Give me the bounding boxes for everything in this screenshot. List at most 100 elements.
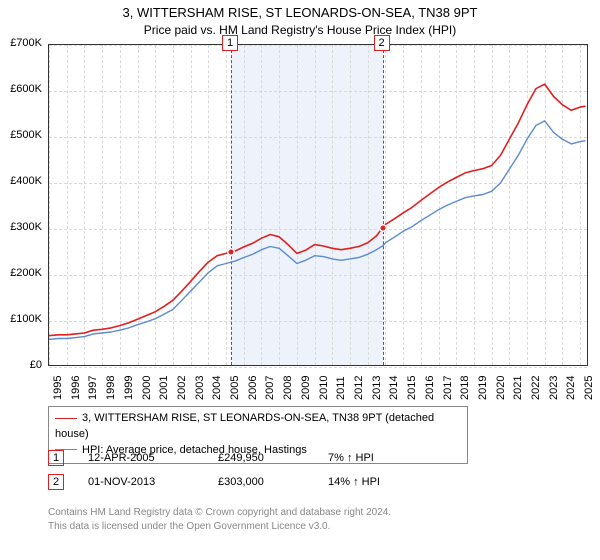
sale-detail-flag: 1 [48,450,64,466]
gridline-vertical [421,45,422,365]
series-line [49,121,586,340]
gridline-horizontal [49,137,587,138]
gridline-vertical [509,45,510,365]
chart-subtitle: Price paid vs. HM Land Registry's House … [0,22,600,38]
attribution-line-1: Contains HM Land Registry data © Crown c… [48,506,391,520]
x-axis-tick-label: 2006 [247,372,259,400]
x-axis-tick-label: 2013 [371,372,383,400]
sale-flag: 2 [374,35,390,51]
x-axis-tick-label: 1996 [70,372,82,400]
y-axis-tick-label: £700K [0,37,42,49]
y-axis-tick-label: £400K [0,175,42,187]
gridline-vertical [492,45,493,365]
gridline-vertical [49,45,50,365]
attribution-line-2: This data is licensed under the Open Gov… [48,520,391,534]
sale-detail-pct: 14% ↑ HPI [328,476,380,488]
gridline-vertical [403,45,404,365]
gridline-vertical [138,45,139,365]
gridline-vertical [562,45,563,365]
gridline-vertical [315,45,316,365]
x-axis-tick-label: 2008 [282,372,294,400]
gridline-horizontal [49,367,587,368]
chart-plot-area [48,44,588,366]
x-axis-tick-label: 2007 [264,372,276,400]
x-axis-tick-label: 2016 [424,372,436,400]
gridline-vertical [580,45,581,365]
y-axis-tick-label: £300K [0,221,42,233]
x-axis-tick-label: 2020 [495,372,507,400]
legend-entry: 3, WITTERSHAM RISE, ST LEONARDS-ON-SEA, … [55,411,461,443]
x-axis-tick-label: 2001 [158,372,170,400]
x-axis-tick-label: 2004 [211,372,223,400]
x-axis-tick-label: 2015 [406,372,418,400]
sale-marker-line [383,45,384,365]
gridline-vertical [155,45,156,365]
gridline-vertical [261,45,262,365]
x-axis-tick-label: 1999 [123,372,135,400]
sale-detail-row: 2 01-NOV-2013£303,00014% ↑ HPI [48,474,380,490]
x-axis-tick-label: 2002 [176,372,188,400]
x-axis-tick-label: 2012 [353,372,365,400]
y-axis-tick-label: £600K [0,83,42,95]
gridline-vertical [279,45,280,365]
y-axis-tick-label: £0 [0,359,42,371]
x-axis-tick-label: 1997 [87,372,99,400]
x-axis-tick-label: 2005 [229,372,241,400]
x-axis-tick-label: 2011 [335,372,347,400]
x-axis-tick-label: 2000 [141,372,153,400]
legend-swatch [55,418,77,419]
gridline-vertical [208,45,209,365]
gridline-horizontal [49,45,587,46]
gridline-vertical [191,45,192,365]
x-axis-tick-label: 2025 [583,372,595,400]
x-axis-tick-label: 1995 [52,372,64,400]
y-axis-tick-label: £100K [0,313,42,325]
sale-detail-flag: 2 [48,474,64,490]
x-axis-tick-label: 2024 [565,372,577,400]
sale-detail-pct: 7% ↑ HPI [328,452,374,464]
gridline-horizontal [49,275,587,276]
chart-title: 3, WITTERSHAM RISE, ST LEONARDS-ON-SEA, … [0,0,600,22]
sale-detail-date: 01-NOV-2013 [88,476,218,488]
gridline-vertical [350,45,351,365]
y-axis-tick-label: £200K [0,267,42,279]
gridline-vertical [545,45,546,365]
x-axis-tick-label: 2017 [442,372,454,400]
shaded-period-band [231,45,383,365]
gridline-vertical [385,45,386,365]
gridline-vertical [173,45,174,365]
x-axis-tick-label: 2010 [318,372,330,400]
gridline-vertical [439,45,440,365]
gridline-horizontal [49,321,587,322]
chart-series-svg [49,45,589,367]
sale-point-marker [379,224,387,232]
x-axis-tick-label: 2019 [477,372,489,400]
x-axis-tick-label: 2022 [530,372,542,400]
legend-label: 3, WITTERSHAM RISE, ST LEONARDS-ON-SEA, … [55,412,434,440]
attribution-text: Contains HM Land Registry data © Crown c… [48,506,391,533]
x-axis-tick-label: 2021 [512,372,524,400]
x-axis-tick-label: 2018 [459,372,471,400]
gridline-vertical [102,45,103,365]
gridline-horizontal [49,229,587,230]
sale-detail-price: £249,950 [218,452,328,464]
gridline-horizontal [49,91,587,92]
gridline-vertical [456,45,457,365]
gridline-vertical [84,45,85,365]
sale-flag: 1 [222,35,238,51]
gridline-vertical [226,45,227,365]
gridline-vertical [244,45,245,365]
gridline-vertical [368,45,369,365]
x-axis-tick-label: 1998 [105,372,117,400]
gridline-vertical [67,45,68,365]
sale-detail-price: £303,000 [218,476,328,488]
sale-marker-line [231,45,232,365]
x-axis-tick-label: 2003 [194,372,206,400]
gridline-vertical [120,45,121,365]
sale-point-marker [227,248,235,256]
gridline-vertical [332,45,333,365]
series-line [49,84,586,336]
gridline-vertical [527,45,528,365]
gridline-vertical [297,45,298,365]
sale-detail-row: 112-APR-2005£249,9507% ↑ HPI [48,450,374,466]
